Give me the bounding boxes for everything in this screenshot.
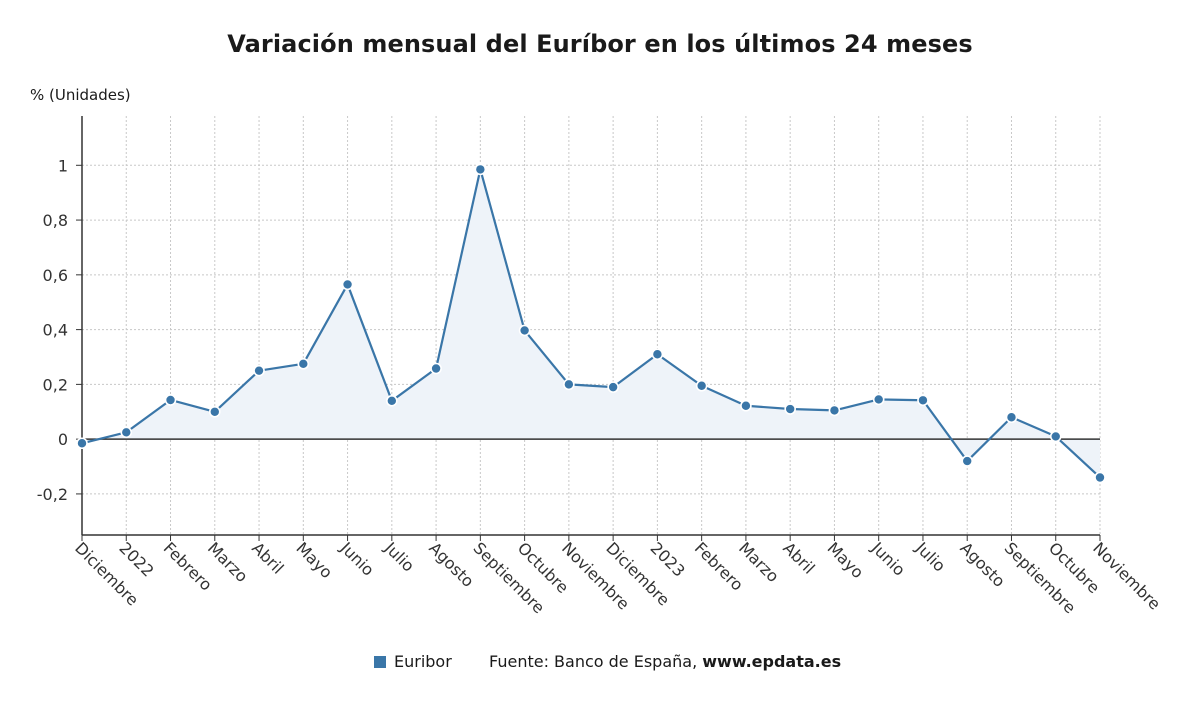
data-point <box>784 403 796 415</box>
source-note: Fuente: Banco de España, www.epdata.es <box>489 652 841 671</box>
y-tick-label: 0,8 <box>43 211 68 230</box>
y-tick-label: 0,2 <box>43 375 68 394</box>
chart-title: Variación mensual del Euríbor en los últ… <box>227 30 973 58</box>
x-tick-label: Junio <box>867 538 909 580</box>
y-tick-label: -0,2 <box>37 485 68 504</box>
x-tick-label: Mayo <box>824 538 868 582</box>
y-axis-unit-label: % (Unidades) <box>30 86 131 104</box>
data-point <box>386 395 398 407</box>
data-point <box>563 378 575 391</box>
legend-swatch <box>374 655 386 668</box>
data-point <box>917 394 929 407</box>
data-point <box>1094 471 1106 484</box>
data-point <box>76 437 88 450</box>
x-tick-label: Julio <box>911 538 949 576</box>
x-tick-label: Noviembre <box>1089 538 1164 613</box>
series-line-euribor <box>81 168 1101 479</box>
y-tick-label: 0 <box>58 430 68 449</box>
x-tick-label: Mayo <box>292 538 336 582</box>
data-point <box>740 399 752 412</box>
x-tick-label: Agosto <box>956 538 1009 591</box>
legend-item-euribor[interactable]: Euribor <box>374 652 452 671</box>
source-text: Fuente: Banco de España, <box>489 652 703 671</box>
data-point <box>695 379 708 392</box>
data-point <box>297 358 310 370</box>
y-tick-label: 0,4 <box>43 321 68 340</box>
x-tick-label: Febrero <box>160 538 216 594</box>
data-point <box>341 278 354 291</box>
data-point <box>828 404 841 417</box>
data-point <box>430 362 442 375</box>
y-tick-label: 1 <box>58 156 68 175</box>
data-point <box>872 393 885 406</box>
y-tick-label: 0,6 <box>43 266 68 285</box>
data-point <box>474 163 487 176</box>
data-point <box>518 324 531 337</box>
source-site: www.epdata.es <box>702 652 842 671</box>
x-tick-label: Agosto <box>425 538 478 591</box>
legend-label: Euribor <box>394 652 452 671</box>
data-point <box>208 405 221 418</box>
data-point <box>253 364 265 377</box>
data-point <box>120 426 133 439</box>
data-point <box>607 381 619 393</box>
data-point <box>961 455 974 467</box>
data-point <box>164 394 177 406</box>
x-tick-label: Abril <box>248 538 287 577</box>
series-area-fill <box>82 169 1100 478</box>
data-point <box>651 348 664 361</box>
data-point <box>1005 411 1018 424</box>
x-tick-label: Abril <box>779 538 818 577</box>
data-point <box>1049 430 1062 443</box>
x-tick-label: Junio <box>336 538 378 580</box>
x-tick-label: Julio <box>380 538 418 576</box>
x-tick-label: Febrero <box>691 538 747 594</box>
